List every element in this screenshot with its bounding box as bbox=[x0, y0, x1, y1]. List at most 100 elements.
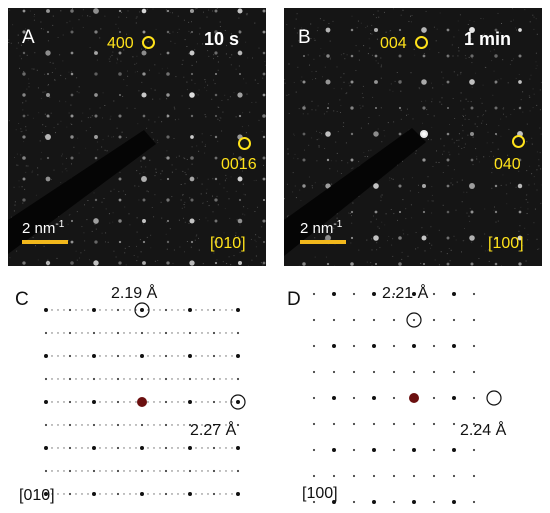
noise-speck bbox=[457, 74, 459, 76]
noise-speck bbox=[373, 14, 375, 16]
noise-speck bbox=[53, 127, 55, 129]
noise-speck bbox=[531, 143, 533, 145]
simulated-spot bbox=[135, 401, 137, 403]
noise-speck bbox=[255, 101, 257, 103]
noise-speck bbox=[486, 142, 488, 144]
simulated-spot bbox=[201, 493, 203, 495]
simulated-spot bbox=[116, 331, 120, 335]
simulated-spot bbox=[183, 493, 185, 495]
noise-speck bbox=[235, 68, 237, 70]
reflection-spot bbox=[238, 30, 242, 34]
noise-speck bbox=[308, 37, 310, 39]
noise-speck bbox=[125, 264, 127, 266]
noise-speck bbox=[506, 193, 508, 195]
simulated-spot bbox=[352, 370, 356, 374]
noise-speck bbox=[113, 188, 115, 190]
reflection-spot bbox=[262, 177, 266, 181]
noise-speck bbox=[533, 183, 535, 185]
noise-speck bbox=[358, 161, 360, 163]
noise-speck bbox=[288, 94, 290, 96]
noise-speck bbox=[381, 141, 383, 143]
noise-speck bbox=[309, 64, 310, 66]
noise-speck bbox=[76, 77, 78, 79]
simulated-spot bbox=[87, 493, 89, 495]
noise-speck bbox=[100, 28, 102, 30]
simulated-pattern-d: D 2.21 Å 2.24 Å [100] bbox=[284, 284, 546, 510]
noise-speck bbox=[216, 195, 218, 197]
noise-speck bbox=[70, 123, 72, 125]
noise-speck bbox=[454, 118, 456, 119]
noise-speck bbox=[171, 171, 173, 173]
simulated-spot bbox=[147, 309, 149, 311]
noise-speck bbox=[243, 242, 245, 244]
noise-speck bbox=[431, 186, 433, 188]
simulated-spot bbox=[147, 332, 149, 334]
noise-speck bbox=[340, 173, 342, 174]
noise-speck bbox=[532, 88, 534, 90]
simulated-spot bbox=[195, 378, 197, 380]
simulated-spot bbox=[153, 355, 155, 357]
noise-speck bbox=[202, 43, 204, 45]
noise-speck bbox=[90, 116, 92, 118]
noise-speck bbox=[370, 149, 372, 151]
simulated-spot bbox=[153, 401, 155, 403]
noise-speck bbox=[439, 12, 441, 14]
simulated-spot bbox=[87, 424, 89, 426]
noise-speck bbox=[536, 169, 538, 171]
noise-speck bbox=[138, 185, 140, 187]
simulated-spot bbox=[312, 500, 316, 504]
reflection-spot bbox=[302, 54, 306, 58]
noise-speck bbox=[136, 71, 138, 73]
noise-speck bbox=[207, 220, 209, 222]
reflection-spot bbox=[118, 93, 122, 97]
simulated-spot bbox=[225, 332, 227, 334]
noise-speck bbox=[389, 89, 391, 91]
noise-speck bbox=[182, 170, 184, 172]
noise-speck bbox=[101, 232, 103, 234]
noise-speck bbox=[420, 262, 422, 264]
spot-marker-a-1 bbox=[142, 36, 155, 49]
reflection-spot bbox=[350, 262, 354, 266]
simulated-spot bbox=[412, 370, 416, 374]
noise-speck bbox=[457, 20, 459, 22]
simulated-spot bbox=[188, 377, 192, 381]
reflection-spot bbox=[70, 240, 74, 244]
noise-speck bbox=[186, 81, 188, 83]
noise-speck bbox=[26, 88, 28, 90]
noise-speck bbox=[174, 119, 176, 121]
simulated-spot bbox=[195, 355, 197, 357]
noise-speck bbox=[102, 117, 103, 119]
noise-speck bbox=[190, 246, 192, 248]
noise-speck bbox=[189, 197, 191, 199]
noise-speck bbox=[538, 159, 540, 161]
noise-speck bbox=[317, 27, 319, 29]
noise-speck bbox=[509, 182, 511, 184]
reflection-spot bbox=[190, 135, 194, 139]
noise-speck bbox=[505, 184, 507, 186]
noise-speck bbox=[60, 182, 62, 184]
simulated-spot bbox=[63, 447, 65, 449]
noise-speck bbox=[140, 160, 142, 162]
noise-speck bbox=[464, 143, 466, 145]
noise-speck bbox=[284, 198, 285, 200]
simulated-spot bbox=[472, 500, 476, 504]
noise-speck bbox=[20, 44, 22, 46]
noise-speck bbox=[196, 61, 197, 63]
noise-speck bbox=[299, 189, 301, 191]
noise-speck bbox=[258, 47, 260, 49]
noise-speck bbox=[184, 158, 186, 160]
simulated-spot bbox=[87, 378, 89, 380]
noise-speck bbox=[153, 216, 155, 218]
noise-speck bbox=[60, 10, 62, 12]
noise-speck bbox=[13, 210, 15, 212]
simulated-spot bbox=[57, 493, 59, 495]
simulated-spot bbox=[123, 378, 125, 380]
noise-speck bbox=[27, 165, 29, 167]
noise-speck bbox=[520, 99, 522, 101]
noise-speck bbox=[37, 167, 39, 169]
noise-speck bbox=[357, 20, 359, 22]
noise-speck bbox=[484, 250, 486, 252]
simulated-spot bbox=[87, 447, 89, 449]
noise-speck bbox=[115, 23, 117, 25]
simulated-spot bbox=[219, 332, 221, 334]
